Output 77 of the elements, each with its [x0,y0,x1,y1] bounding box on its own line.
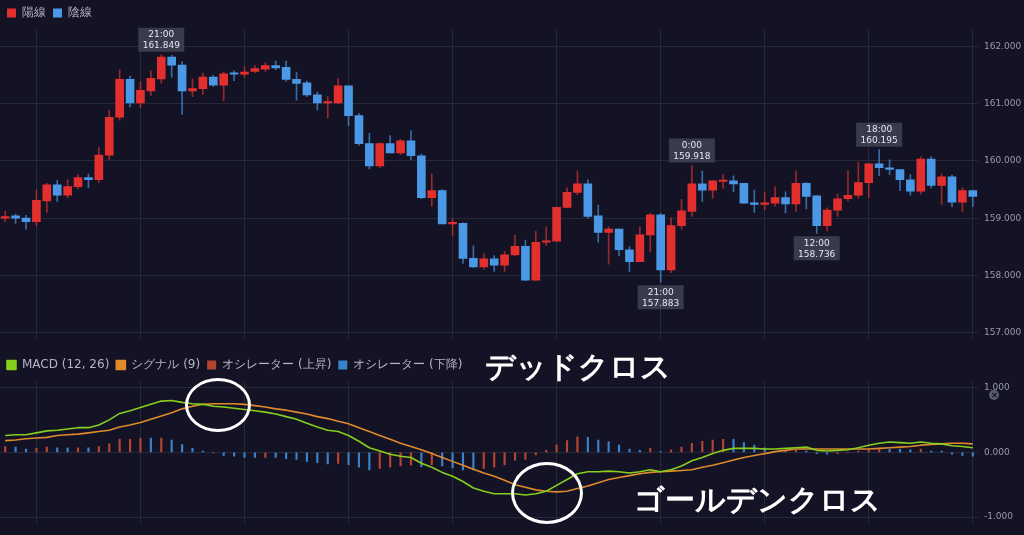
bar [243,452,246,458]
bar [701,440,704,453]
y-tick-label: 160.000 [984,155,1022,166]
bar [66,447,69,453]
annotation: 21:00 161.849 [142,29,181,51]
bar [285,452,288,460]
y-tick-label: 0.000 [984,446,1011,457]
bar [160,437,163,453]
bar [826,452,829,455]
candlestick [323,96,333,119]
annotation: 21:00 157.883 [642,286,680,308]
legend-label: MACD (12, 26) [22,357,110,372]
y-tick-label: 161.000 [984,97,1022,108]
legend-label: 陽線 [22,5,46,20]
y-tick-label: 1.000 [984,381,1011,392]
bar [295,452,298,460]
bar [128,439,132,453]
bar [347,452,350,465]
bar [149,437,152,453]
annotation: 12:00 158.736 [798,237,836,259]
bar [316,452,319,463]
annotation: デッドクロス [485,349,671,385]
legend-label: オシレーター (上昇) [222,357,332,372]
bar [274,452,277,458]
bar [357,452,361,468]
bar [732,439,735,453]
bar [482,452,485,469]
bar [337,452,340,464]
bar [56,447,59,453]
bar [326,452,329,465]
y-tick-label: 158.000 [984,269,1022,280]
bar [4,446,7,453]
bar [139,437,142,453]
bar [690,442,693,453]
legend-label: シグナル (9) [131,357,201,372]
bar [503,452,506,465]
candlestick [697,170,707,202]
bar [534,452,537,456]
bar [76,447,80,453]
bar [264,452,267,458]
annotation: 18:00 160.195 [860,124,898,146]
annotation: ゴールデンクロス [634,482,881,518]
candlestick [749,189,759,213]
bar [971,452,974,457]
y-tick-label: 157.000 [984,327,1022,338]
legend-label: オシレーター (下降) [353,357,463,372]
y-tick-label: 159.000 [984,212,1022,223]
bar [950,452,954,455]
bar [368,452,371,471]
bar [253,452,256,458]
bar [118,439,121,453]
annotation: 0:00 159.918 [673,139,711,161]
bar [378,452,381,469]
legend-label: 陰線 [68,5,92,20]
bar [961,452,964,456]
bar [87,447,90,453]
bar [524,452,527,460]
bar [513,452,517,461]
bar [180,444,184,453]
bar [305,452,309,462]
bar [888,448,891,453]
bar [680,446,683,453]
candlestick [874,149,884,177]
bar [576,436,579,453]
candlestick [760,192,770,210]
bar [222,452,225,456]
bar [191,448,194,453]
bar [565,440,569,453]
bar [233,452,236,457]
bar [909,449,912,453]
y-tick-label: 162.000 [984,40,1022,51]
bar [586,437,589,453]
bar [97,446,100,453]
bar [493,452,496,468]
y-tick-label: -1.000 [984,511,1014,522]
bar [628,448,631,453]
bar [669,449,673,453]
